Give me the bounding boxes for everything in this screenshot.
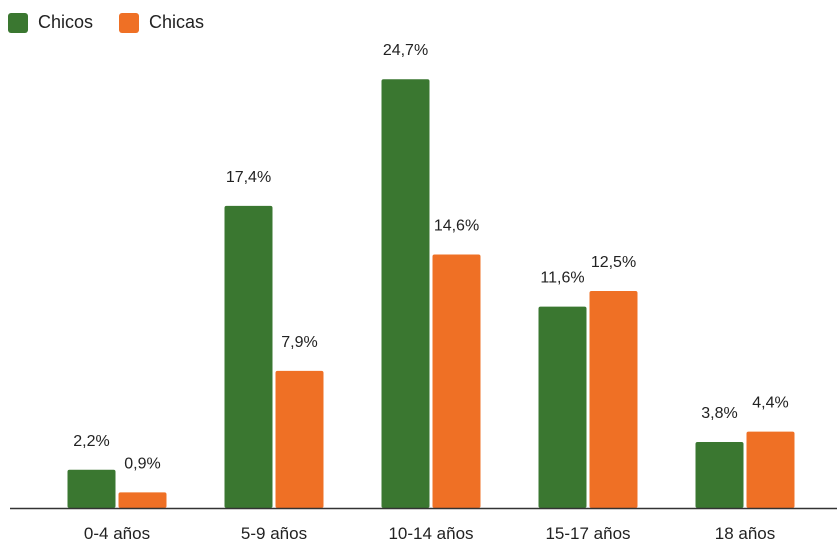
legend-swatch-chicos	[8, 12, 28, 33]
x-tick-label-4: 18 años	[715, 524, 776, 543]
legend-item-chicos[interactable]: Chicos	[8, 12, 93, 33]
bar-chicas-2[interactable]	[432, 254, 481, 508]
chart-legend: Chicos Chicas	[8, 12, 204, 33]
bar-chicas-3[interactable]	[589, 291, 638, 508]
data-label-chicas-1: 7,9%	[281, 334, 317, 351]
x-tick-label-3: 15-17 años	[545, 524, 630, 543]
bar-chicas-4[interactable]	[746, 431, 795, 508]
data-label-chicas-2: 14,6%	[434, 218, 479, 235]
bar-chicos-0[interactable]	[67, 469, 116, 508]
data-label-chicas-0: 0,9%	[124, 455, 160, 472]
bar-chicos-3[interactable]	[538, 306, 587, 508]
data-label-chicos-0: 2,2%	[73, 433, 109, 450]
bar-chicos-4[interactable]	[695, 442, 744, 508]
data-label-chicos-2: 24,7%	[383, 42, 428, 59]
x-tick-label-0: 0-4 años	[84, 524, 150, 543]
x-tick-label-2: 10-14 años	[388, 524, 473, 543]
data-label-chicas-3: 12,5%	[591, 254, 636, 271]
x-tick-label-1: 5-9 años	[241, 524, 307, 543]
data-label-chicas-4: 4,4%	[752, 395, 788, 412]
legend-swatch-chicas	[119, 12, 140, 33]
legend-label-chicas: Chicas	[149, 12, 205, 32]
data-label-chicos-4: 3,8%	[701, 405, 737, 422]
bar-chicas-1[interactable]	[275, 370, 324, 508]
bar-chicos-1[interactable]	[224, 205, 273, 508]
legend-item-chicas[interactable]: Chicas	[119, 12, 204, 33]
data-label-chicos-3: 11,6%	[540, 270, 584, 287]
bar-chicos-2[interactable]	[381, 79, 430, 508]
legend-label-chicos: Chicos	[38, 12, 94, 32]
data-label-chicos-1: 17,4%	[226, 169, 271, 186]
bar-chicas-0[interactable]	[118, 492, 167, 508]
